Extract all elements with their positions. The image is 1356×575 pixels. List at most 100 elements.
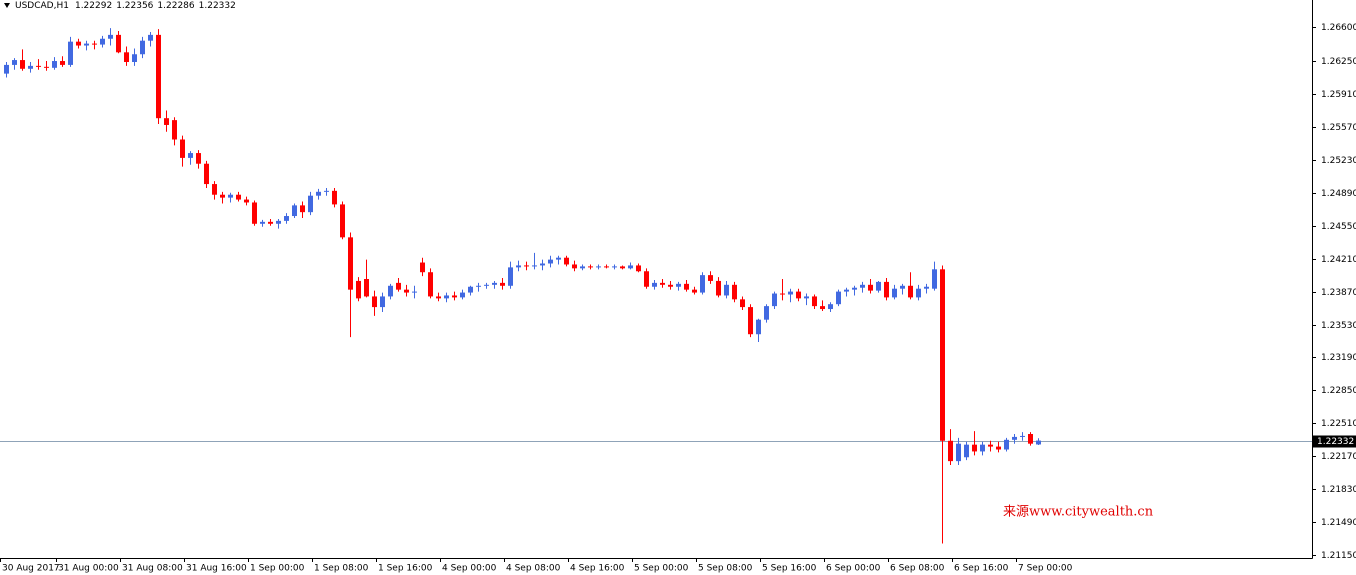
candle-body	[84, 43, 89, 46]
candle-body	[348, 237, 353, 290]
candle-body	[740, 299, 745, 308]
y-tick-label: 1.24890	[1321, 189, 1356, 199]
candle-body	[924, 286, 929, 289]
candle-body	[396, 282, 401, 290]
candle-body	[196, 153, 201, 164]
candle-body	[860, 284, 865, 288]
menu-arrow[interactable]	[4, 3, 10, 8]
candle-body	[4, 64, 9, 74]
price-label-bg	[1313, 435, 1356, 448]
candle-body	[220, 194, 225, 198]
candle-body	[164, 118, 169, 125]
candle-body	[372, 296, 377, 308]
candle-body	[788, 291, 793, 295]
candle-body	[444, 295, 449, 299]
candle-body	[380, 296, 385, 308]
candle-body	[476, 285, 481, 287]
candle-body	[492, 282, 497, 285]
candle-body	[524, 265, 529, 267]
candle-body	[700, 275, 705, 293]
x-tick-label: 4 Sep 08:00	[506, 564, 561, 574]
candle-body	[892, 288, 897, 298]
candle-body	[716, 280, 721, 296]
x-tick-label: 1 Sep 16:00	[378, 564, 433, 574]
candle-body	[724, 284, 729, 296]
candle-body	[276, 220, 281, 224]
x-tick-label: 6 Sep 16:00	[954, 564, 1009, 574]
candle-body	[756, 319, 761, 335]
candle-body	[124, 52, 129, 62]
candle-body	[116, 34, 121, 53]
candle-body	[324, 190, 329, 192]
candle-body	[900, 285, 905, 289]
candle-body	[460, 292, 465, 298]
y-tick-label: 1.22850	[1321, 386, 1356, 396]
watermark: 来源www.citywealth.cn	[1003, 505, 1154, 520]
candle-body	[404, 289, 409, 293]
chart-header: USDCAD,H1 1.22292 1.22356 1.22286 1.22332	[15, 1, 236, 11]
candle-body	[284, 216, 289, 221]
candle-body	[60, 61, 65, 65]
candle-body	[212, 184, 217, 195]
x-tick-label: 30 Aug 2017	[2, 564, 60, 574]
candle-body	[796, 291, 801, 299]
candle-body	[556, 257, 561, 260]
candle-body	[884, 281, 889, 298]
candle-body	[660, 282, 665, 285]
candle-body	[612, 266, 617, 268]
candle-body	[980, 444, 985, 452]
candle-body	[948, 440, 953, 462]
x-tick-label: 5 Sep 08:00	[698, 564, 753, 574]
y-tick-label: 1.26600	[1321, 23, 1356, 33]
candle-body	[572, 264, 577, 269]
candle-body	[268, 221, 273, 224]
candle-body	[564, 257, 569, 265]
header-value: 1.22286	[157, 1, 194, 11]
x-tick-label: 5 Sep 00:00	[634, 564, 689, 574]
x-tick-label: 1 Sep 08:00	[314, 564, 369, 574]
candle-body	[692, 289, 697, 293]
y-tick-label: 1.23530	[1321, 321, 1356, 331]
candle-body	[140, 40, 145, 55]
candle-body	[44, 66, 49, 68]
candle-body	[708, 275, 713, 281]
candle-body	[628, 265, 633, 269]
candle-body	[236, 194, 241, 200]
candle-body	[972, 444, 977, 452]
y-tick-label: 1.25570	[1321, 123, 1356, 133]
candle-body	[532, 265, 537, 267]
header-value: 1.22292	[75, 1, 112, 11]
candle-body	[844, 289, 849, 292]
y-tick-label: 1.25230	[1321, 156, 1356, 166]
y-tick-label: 1.21150	[1321, 551, 1356, 561]
x-tick-label: 1 Sep 00:00	[250, 564, 305, 574]
candle-body	[652, 282, 657, 287]
y-tick-label: 1.25910	[1321, 90, 1356, 100]
candle-body	[1028, 434, 1033, 444]
y-tick-label: 1.23190	[1321, 353, 1356, 363]
candle-body	[548, 259, 553, 264]
y-tick-label: 1.21490	[1321, 518, 1356, 528]
candle-body	[76, 41, 81, 46]
y-tick-label: 1.23870	[1321, 288, 1356, 298]
x-tick-label: 6 Sep 08:00	[890, 564, 945, 574]
candle-body	[964, 444, 969, 458]
candle-body	[340, 204, 345, 238]
candle-body	[388, 285, 393, 297]
candle-body	[620, 266, 625, 269]
candle-body	[540, 263, 545, 266]
y-tick-label: 1.24210	[1321, 255, 1356, 265]
candle-body	[52, 61, 57, 68]
candle-body	[172, 120, 177, 140]
candle-body	[1036, 440, 1041, 445]
candle-body	[332, 190, 337, 205]
candle-body	[356, 280, 361, 299]
candle-body	[228, 194, 233, 198]
candle-body	[772, 293, 777, 307]
candle-body	[452, 295, 457, 298]
candle-body	[484, 284, 489, 286]
candle-body	[204, 163, 209, 185]
y-tick-label: 1.26250	[1321, 57, 1356, 67]
candle-body	[868, 284, 873, 291]
